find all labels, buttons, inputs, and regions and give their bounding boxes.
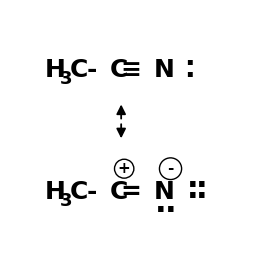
Text: 3: 3 bbox=[60, 192, 72, 210]
Text: ·: · bbox=[184, 62, 195, 90]
Text: N: N bbox=[153, 180, 174, 204]
Text: ·: · bbox=[187, 172, 198, 201]
Text: N: N bbox=[153, 58, 174, 82]
Text: C: C bbox=[110, 180, 128, 204]
Text: ≡: ≡ bbox=[121, 58, 142, 82]
Text: ·: · bbox=[196, 183, 207, 212]
Text: ·: · bbox=[187, 183, 198, 212]
Text: -: - bbox=[87, 180, 97, 204]
Text: H: H bbox=[45, 180, 66, 204]
Text: C: C bbox=[110, 58, 128, 82]
Text: 3: 3 bbox=[60, 70, 72, 88]
Text: H: H bbox=[45, 58, 66, 82]
Text: C: C bbox=[70, 180, 88, 204]
Text: ·: · bbox=[184, 50, 195, 78]
Text: +: + bbox=[118, 161, 131, 176]
Text: -: - bbox=[87, 58, 97, 82]
Text: ·: · bbox=[155, 197, 166, 226]
Text: -: - bbox=[167, 161, 174, 176]
Text: =: = bbox=[121, 180, 142, 204]
Text: C: C bbox=[70, 58, 88, 82]
Text: ·: · bbox=[165, 197, 176, 226]
Text: ·: · bbox=[196, 172, 207, 201]
